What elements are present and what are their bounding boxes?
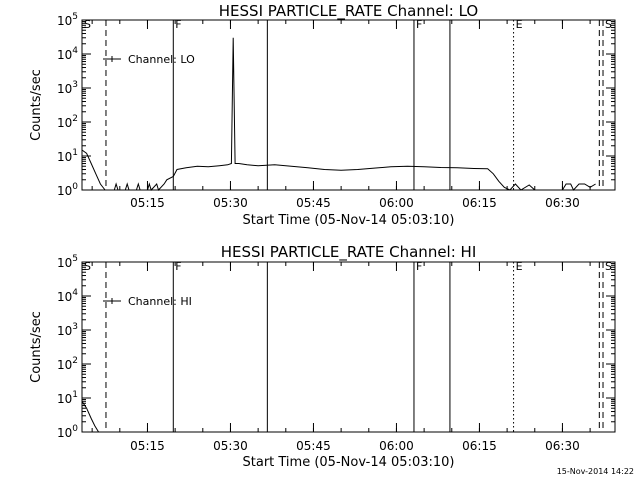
time-marker-label: S <box>84 18 91 31</box>
x-axis-label: Start Time (05-Nov-14 05:03:10) <box>243 455 455 470</box>
y-tick-label: 103 <box>57 322 78 338</box>
x-tick-label: 06:00 <box>379 196 414 210</box>
x-tick-label: 06:30 <box>545 196 580 210</box>
y-tick-label: 100 <box>57 182 78 198</box>
x-tick-label: 05:30 <box>213 196 248 210</box>
x-tick-label: 06:30 <box>545 439 580 453</box>
time-marker-label: F <box>175 260 181 273</box>
time-marker-label: F <box>416 260 422 273</box>
chart-title: HESSI PARTICLE_RATE Channel: LO <box>219 2 478 21</box>
x-tick-label: 06:15 <box>462 196 497 210</box>
y-tick-label: 101 <box>57 390 78 406</box>
chart-panel-hi: HESSI PARTICLE_RATE Channel: HI 100 101 102… <box>29 243 616 470</box>
y-tick-label: 103 <box>57 80 78 96</box>
y-tick-label: 104 <box>57 46 78 62</box>
y-tick-label: 102 <box>57 114 78 130</box>
time-marker-label: S <box>605 18 612 31</box>
x-axis-label: Start Time (05-Nov-14 05:03:10) <box>243 213 455 228</box>
x-tick-label: 06:15 <box>462 439 497 453</box>
time-marker-label: E <box>516 260 523 273</box>
time-marker-label: F <box>175 18 181 31</box>
chart-title: HESSI PARTICLE_RATE Channel: HI <box>221 243 477 262</box>
time-marker-label: S <box>84 260 91 273</box>
chart-panel-lo: HESSI PARTICLE_RATE Channel: LO 100 101 102… <box>29 2 616 228</box>
x-tick-label: 05:15 <box>130 439 165 453</box>
y-axis-label: Counts/sec <box>29 69 44 141</box>
series-line <box>81 401 100 433</box>
footer-timestamp: 15-Nov-2014 14:22 <box>557 467 634 476</box>
legend-label: Channel: LO <box>128 53 195 66</box>
y-tick-label: 105 <box>57 254 78 270</box>
legend-label: Channel: HI <box>128 295 192 308</box>
series-line <box>81 37 596 191</box>
plot-frame <box>81 261 616 433</box>
y-tick-label: 100 <box>57 424 78 440</box>
x-tick-label: 05:45 <box>296 196 331 210</box>
y-tick-label: 102 <box>57 356 78 372</box>
time-marker-label: S <box>605 260 612 273</box>
y-tick-label: 101 <box>57 148 78 164</box>
x-tick-label: 05:30 <box>213 439 248 453</box>
x-tick-label: 05:15 <box>130 196 165 210</box>
y-tick-label: 104 <box>57 288 78 304</box>
x-tick-label: 05:45 <box>296 439 331 453</box>
y-axis-label: Counts/sec <box>29 311 44 383</box>
x-tick-label: 06:00 <box>379 439 414 453</box>
time-marker-label: E <box>516 18 523 31</box>
time-marker-label: F <box>416 18 422 31</box>
plot-frame <box>81 19 616 191</box>
y-tick-label: 105 <box>57 12 78 28</box>
